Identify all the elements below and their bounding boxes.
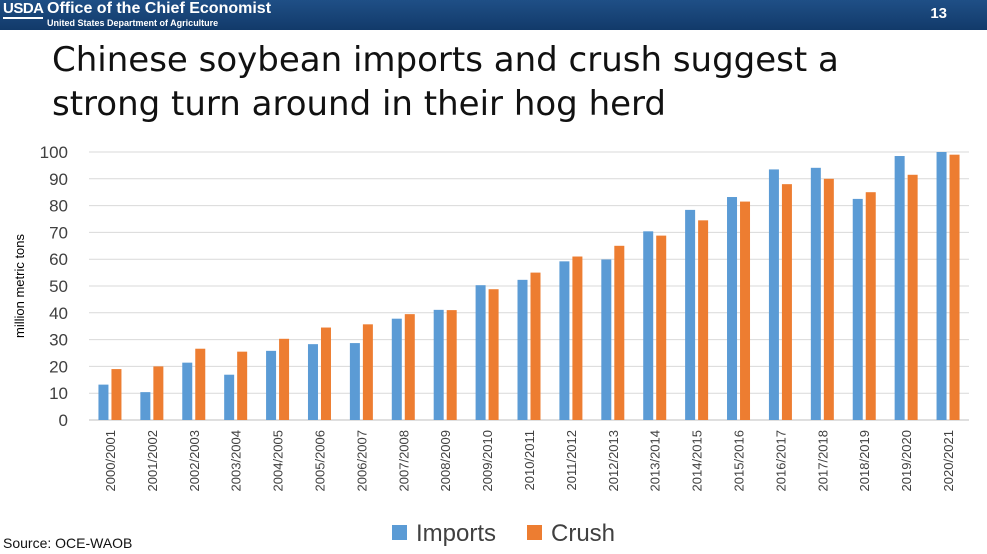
header-bar: USDA Office of the Chief Economist Unite… bbox=[0, 0, 987, 30]
x-tick-label: 2008/2009 bbox=[438, 430, 453, 491]
y-tick-label: 20 bbox=[49, 357, 68, 376]
bar-imports-2012-2013 bbox=[601, 259, 612, 420]
bar-crush-2019-2020 bbox=[907, 174, 918, 420]
bar-crush-2000-2001 bbox=[111, 369, 122, 420]
x-tick-label: 2013/2014 bbox=[648, 430, 663, 491]
logo-underline bbox=[3, 17, 43, 19]
office-name: Office of the Chief Economist bbox=[47, 0, 272, 17]
page-number: 13 bbox=[930, 5, 947, 22]
bar-imports-2008-2009 bbox=[433, 309, 444, 420]
x-tick-label: 2004/2005 bbox=[271, 430, 286, 491]
bar-crush-2016-2017 bbox=[781, 184, 792, 420]
x-tick-label: 2007/2008 bbox=[396, 430, 411, 491]
y-tick-label: 0 bbox=[59, 411, 68, 430]
x-tick-label: 2018/2019 bbox=[857, 430, 872, 491]
bar-imports-2007-2008 bbox=[391, 318, 402, 420]
bar-crush-2018-2019 bbox=[865, 192, 876, 420]
x-tick-label: 2006/2007 bbox=[354, 430, 369, 491]
bar-imports-2002-2003 bbox=[182, 362, 193, 420]
bar-crush-2001-2002 bbox=[153, 366, 164, 420]
legend-label-crush: Crush bbox=[551, 520, 615, 547]
slide-title: Chinese soybean imports and crush sugges… bbox=[52, 38, 952, 126]
y-tick-label: 30 bbox=[49, 331, 68, 350]
legend-swatch-crush bbox=[527, 525, 542, 540]
bar-imports-2001-2002 bbox=[140, 392, 151, 420]
bar-crush-2015-2016 bbox=[740, 201, 751, 420]
bar-crush-2013-2014 bbox=[656, 235, 667, 420]
x-tick-label: 2002/2003 bbox=[187, 430, 202, 491]
bar-crush-2010-2011 bbox=[530, 272, 541, 420]
x-tick-label: 2010/2011 bbox=[522, 430, 537, 491]
bar-crush-2003-2004 bbox=[237, 351, 248, 420]
y-tick-label: 90 bbox=[49, 170, 68, 189]
bar-crush-2014-2015 bbox=[698, 220, 709, 420]
bar-imports-2010-2011 bbox=[517, 279, 528, 420]
legend-label-imports: Imports bbox=[416, 520, 496, 547]
x-tick-label: 2005/2006 bbox=[312, 430, 327, 491]
bar-crush-2008-2009 bbox=[446, 310, 457, 420]
bar-crush-2006-2007 bbox=[362, 324, 373, 420]
y-tick-label: 70 bbox=[49, 223, 68, 242]
bar-crush-2005-2006 bbox=[320, 327, 331, 420]
x-tick-label: 2016/2017 bbox=[773, 430, 788, 491]
bar-imports-2017-2018 bbox=[810, 167, 821, 420]
x-tick-label: 2009/2010 bbox=[480, 430, 495, 491]
x-tick-label: 2019/2020 bbox=[899, 430, 914, 491]
bar-imports-2004-2005 bbox=[266, 350, 277, 420]
x-tick-label: 2001/2002 bbox=[145, 430, 160, 491]
bar-imports-2011-2012 bbox=[559, 261, 570, 420]
bar-imports-2013-2014 bbox=[643, 231, 654, 420]
usda-logo: USDA bbox=[3, 0, 44, 17]
bar-imports-2003-2004 bbox=[224, 374, 235, 420]
bar-crush-2012-2013 bbox=[614, 245, 625, 420]
bar-crush-2020-2021 bbox=[949, 154, 960, 420]
x-tick-label: 2003/2004 bbox=[229, 430, 244, 491]
bar-crush-2011-2012 bbox=[572, 256, 583, 420]
y-tick-label: 60 bbox=[49, 250, 68, 269]
title-line-2: strong turn around in their hog herd bbox=[52, 84, 666, 124]
title-line-1: Chinese soybean imports and crush sugges… bbox=[52, 40, 839, 80]
x-tick-label: 2014/2015 bbox=[690, 430, 705, 491]
y-axis-label: million metric tons bbox=[12, 233, 27, 338]
y-tick-label: 40 bbox=[49, 304, 68, 323]
bar-crush-2017-2018 bbox=[823, 178, 834, 420]
bar-imports-2000-2001 bbox=[98, 384, 109, 420]
bar-crush-2007-2008 bbox=[404, 314, 415, 420]
bar-crush-2004-2005 bbox=[279, 338, 290, 420]
bar-imports-2020-2021 bbox=[936, 152, 947, 420]
bar-imports-2018-2019 bbox=[852, 198, 863, 420]
bar-imports-2016-2017 bbox=[768, 169, 779, 420]
x-tick-label: 2012/2013 bbox=[606, 430, 621, 491]
legend-swatch-imports bbox=[392, 525, 407, 540]
y-tick-label: 80 bbox=[49, 197, 68, 216]
x-tick-label: 2020/2021 bbox=[941, 430, 956, 491]
bar-crush-2002-2003 bbox=[195, 348, 206, 420]
bar-imports-2019-2020 bbox=[894, 156, 905, 420]
x-tick-label: 2017/2018 bbox=[815, 430, 830, 491]
bar-imports-2009-2010 bbox=[475, 285, 486, 420]
bar-crush-2009-2010 bbox=[488, 289, 499, 420]
department-name: United States Department of Agriculture bbox=[47, 18, 219, 28]
bar-imports-2005-2006 bbox=[307, 344, 318, 420]
bar-imports-2014-2015 bbox=[685, 209, 696, 420]
y-tick-label: 100 bbox=[40, 143, 68, 162]
source-note: Source: OCE-WAOB bbox=[3, 535, 133, 551]
bar-imports-2015-2016 bbox=[727, 197, 738, 420]
x-tick-label: 2000/2001 bbox=[103, 430, 118, 491]
y-tick-label: 50 bbox=[49, 277, 68, 296]
y-tick-label: 10 bbox=[49, 384, 68, 403]
x-tick-label: 2015/2016 bbox=[732, 430, 747, 491]
x-tick-label: 2011/2012 bbox=[564, 430, 579, 491]
bar-imports-2006-2007 bbox=[349, 343, 360, 420]
